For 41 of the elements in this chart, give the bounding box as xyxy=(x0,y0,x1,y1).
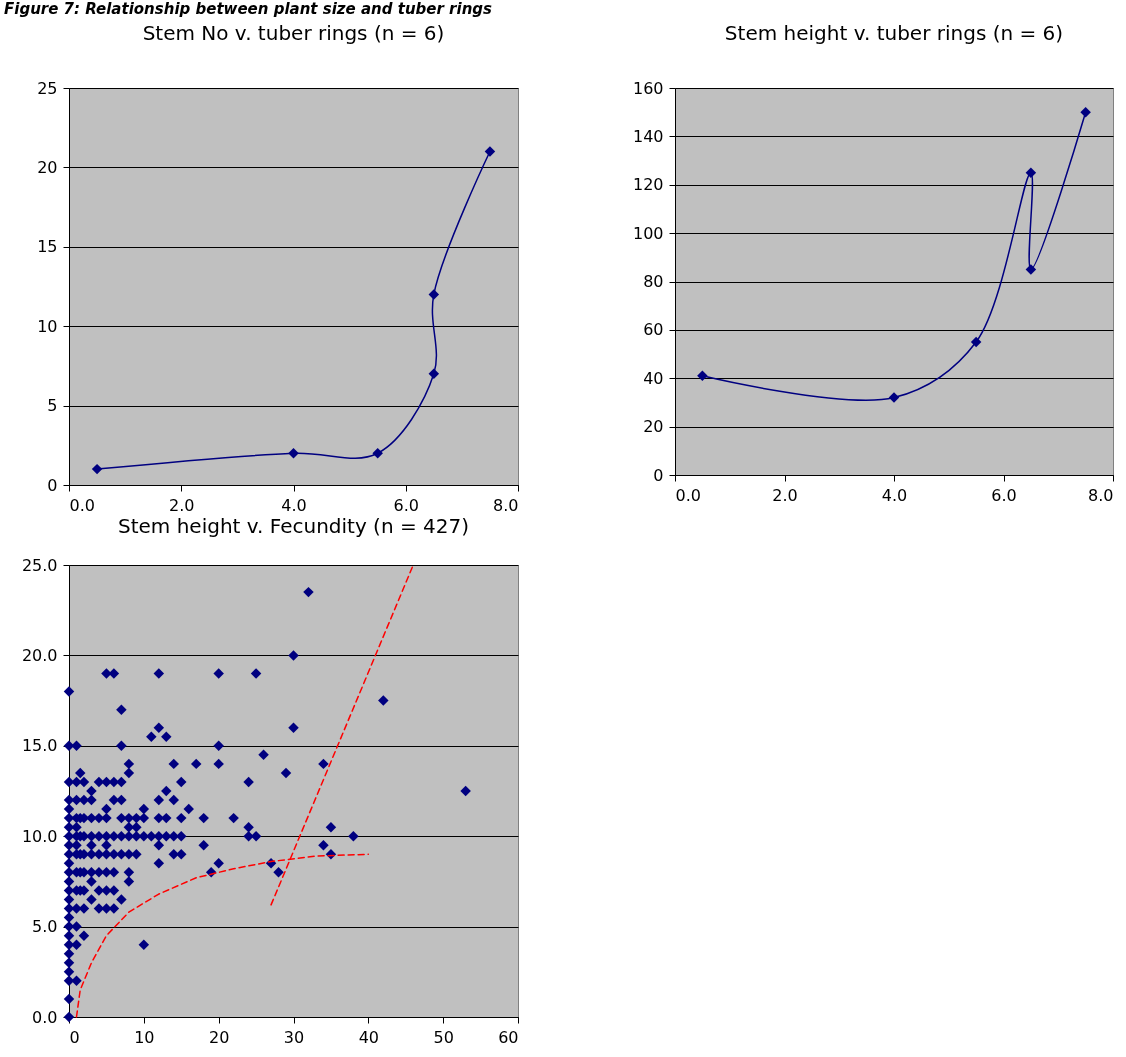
chart-title: Stem height v. tuber rings (n = 6) xyxy=(724,21,1064,45)
y-tick-label: 25.0 xyxy=(21,555,58,575)
y-tick-label: 100 xyxy=(632,223,664,243)
y-tick-label: 0.0 xyxy=(32,1007,58,1027)
x-tick-label: 4.0 xyxy=(881,485,908,505)
y-tick-label: 20 xyxy=(37,157,58,177)
x-tick-label: 0 xyxy=(69,1027,80,1047)
x-tick-label: 30 xyxy=(283,1027,305,1047)
chart-title: Stem height v. Fecundity (n = 427) xyxy=(117,514,470,538)
x-tick-label: 0.0 xyxy=(69,495,95,515)
y-tick-label: 120 xyxy=(632,175,664,195)
y-tick-label: 10 xyxy=(37,316,58,336)
y-tick-label: 15.0 xyxy=(21,736,58,756)
y-tick-label: 80 xyxy=(643,272,664,291)
x-tick-label: 2.0 xyxy=(169,495,195,515)
x-tick-label: 8.0 xyxy=(1088,485,1114,505)
x-tick-label: 0.0 xyxy=(675,485,701,505)
y-tick-label: 40 xyxy=(643,368,664,388)
x-tick-label: 60 xyxy=(498,1027,519,1047)
y-tick-label: 25 xyxy=(37,78,58,98)
x-tick-label: 50 xyxy=(433,1027,454,1047)
y-tick-label: 60 xyxy=(643,320,664,340)
x-tick-label: 6.0 xyxy=(991,485,1017,505)
y-tick-label: 140 xyxy=(632,126,664,146)
y-tick-label: 5 xyxy=(47,396,58,416)
y-tick-label: 20 xyxy=(643,417,664,437)
y-tick-label: 20.0 xyxy=(21,645,58,665)
y-tick-label: 5.0 xyxy=(32,917,58,937)
y-tick-label: 0 xyxy=(653,465,664,485)
x-tick-label: 40 xyxy=(358,1027,380,1047)
y-tick-label: 10.0 xyxy=(21,826,58,846)
x-tick-label: 6.0 xyxy=(393,495,419,515)
x-tick-label: 10 xyxy=(134,1027,155,1047)
chart-title: Stem No v. tuber rings (n = 6) xyxy=(142,21,445,45)
x-tick-label: 20 xyxy=(208,1027,230,1047)
x-tick-label: 2.0 xyxy=(772,485,798,505)
x-tick-label: 4.0 xyxy=(281,495,307,515)
y-tick-label: 15 xyxy=(37,237,58,257)
caption: Figure 7: Relationship between plant size and tuber rings xyxy=(4,0,492,18)
x-tick-label: 8.0 xyxy=(493,495,519,515)
y-tick-label: 160 xyxy=(632,78,664,98)
